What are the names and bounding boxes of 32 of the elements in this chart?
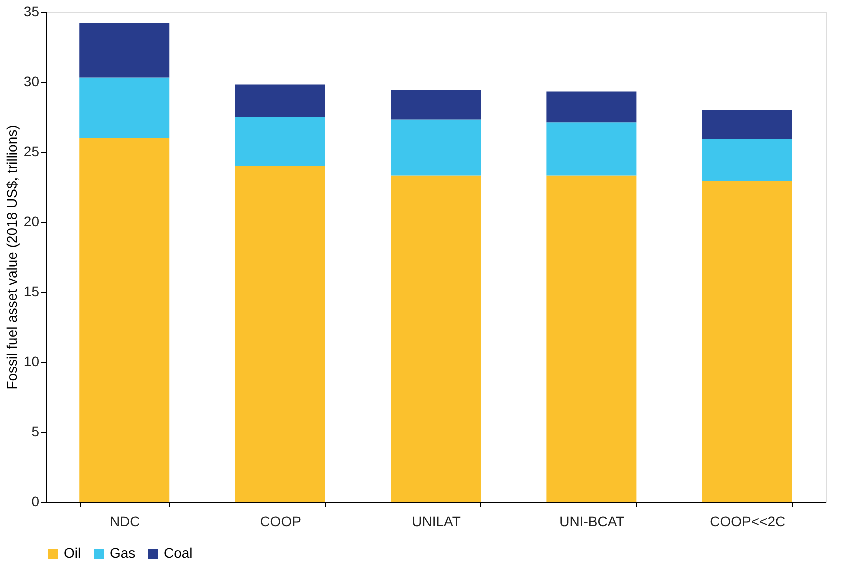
bar <box>391 120 481 176</box>
bar <box>235 117 326 166</box>
x-tick-label: NDC <box>110 514 140 530</box>
legend-label: Gas <box>110 545 136 561</box>
bar <box>702 181 792 502</box>
x-tick-label: UNI-BCAT <box>560 514 626 530</box>
y-tick-label: 35 <box>24 4 40 20</box>
bar <box>80 78 170 138</box>
bar <box>80 23 170 78</box>
bar <box>391 90 481 120</box>
bar <box>546 176 637 502</box>
y-tick-label: 25 <box>24 144 40 160</box>
bar <box>546 92 637 123</box>
bar <box>702 139 792 182</box>
legend-label: Coal <box>164 545 193 561</box>
y-tick-label: 30 <box>24 74 40 90</box>
bar <box>546 122 637 176</box>
y-tick-label: 10 <box>24 354 40 370</box>
y-tick-label: 20 <box>24 214 40 230</box>
bar <box>391 176 481 502</box>
x-tick-label: UNILAT <box>412 514 462 530</box>
y-tick-label: 15 <box>24 284 40 300</box>
bar <box>702 110 792 140</box>
y-axis-title: Fossil fuel asset value (2018 US$, trillions) <box>4 125 20 390</box>
y-tick-label: 0 <box>32 494 40 510</box>
x-tick-label: COOP <box>260 514 302 530</box>
bar <box>235 84 326 117</box>
x-tick-label: COOP<<2C <box>710 514 786 530</box>
bar <box>80 138 170 502</box>
y-tick-label: 5 <box>32 424 40 440</box>
legend-label: Oil <box>64 545 82 561</box>
bar <box>235 166 326 502</box>
